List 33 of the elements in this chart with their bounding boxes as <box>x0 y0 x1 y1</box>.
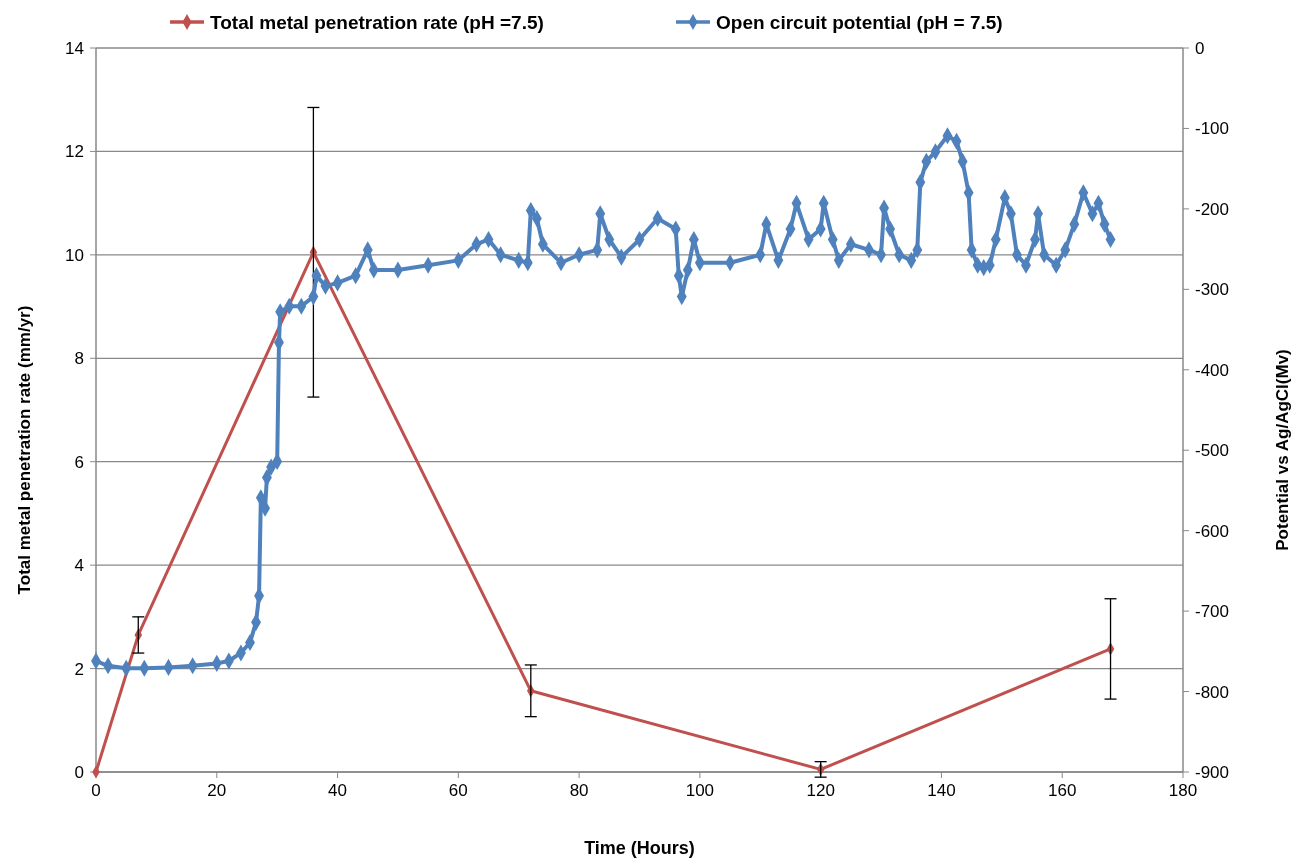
y2-tick-label: -800 <box>1195 682 1230 702</box>
y2-tick-label: -900 <box>1195 763 1230 782</box>
y-axis-title: Total metal penetration rate (mm/yr) <box>15 305 34 595</box>
y-tick-label: 8 <box>74 349 84 369</box>
y-tick-label: 12 <box>65 142 84 162</box>
y-tick-label: 6 <box>74 452 84 472</box>
x-tick-label: 0 <box>91 781 101 800</box>
y2-tick-label: -700 <box>1195 602 1230 622</box>
x-tick-label: 180 <box>1168 781 1198 800</box>
x-axis-title: Time (Hours) <box>584 838 695 858</box>
x-tick-label: 100 <box>685 781 715 800</box>
y2-axis-title: Potential vs Ag/AgCl(Mv) <box>1273 349 1292 551</box>
legend-label: Open circuit potential (pH = 7.5) <box>716 12 1003 33</box>
y-tick-label: 2 <box>74 659 84 679</box>
y2-tick-label: -200 <box>1195 199 1230 219</box>
y2-tick-label: -300 <box>1195 280 1230 300</box>
y2-tick-label: -500 <box>1195 441 1230 461</box>
x-tick-label: 40 <box>328 781 348 800</box>
y2-tick-label: -100 <box>1195 119 1230 139</box>
legend-label: Total metal penetration rate (pH =7.5) <box>210 12 544 33</box>
x-tick-label: 60 <box>448 781 468 800</box>
y-tick-label: 10 <box>65 245 84 265</box>
x-tick-label: 160 <box>1048 781 1077 800</box>
y2-tick-label: -400 <box>1195 360 1230 380</box>
x-tick-label: 140 <box>927 781 956 800</box>
x-tick-label: 20 <box>207 781 227 800</box>
y-tick-label: 0 <box>74 763 84 782</box>
x-tick-label: 80 <box>569 781 589 800</box>
y2-tick-label: -600 <box>1195 521 1230 541</box>
y-tick-label: 14 <box>65 39 84 58</box>
x-tick-label: 120 <box>806 781 835 800</box>
y2-tick-label: 0 <box>1195 39 1205 58</box>
y-tick-label: 4 <box>74 556 84 576</box>
